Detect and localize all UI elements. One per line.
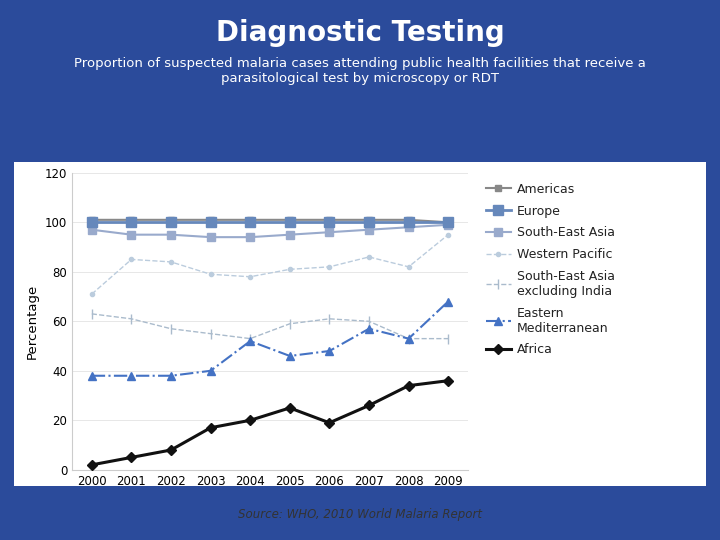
Text: Proportion of suspected malaria cases attending public health facilities that re: Proportion of suspected malaria cases at… xyxy=(74,57,646,85)
Text: Source: WHO, 2010 World Malaria Report: Source: WHO, 2010 World Malaria Report xyxy=(238,508,482,521)
Legend: Americas, Europe, South-East Asia, Western Pacific, South-East Asia
excluding In: Americas, Europe, South-East Asia, Weste… xyxy=(482,179,619,360)
Text: Diagnostic Testing: Diagnostic Testing xyxy=(215,19,505,47)
Y-axis label: Percentage: Percentage xyxy=(26,284,39,359)
